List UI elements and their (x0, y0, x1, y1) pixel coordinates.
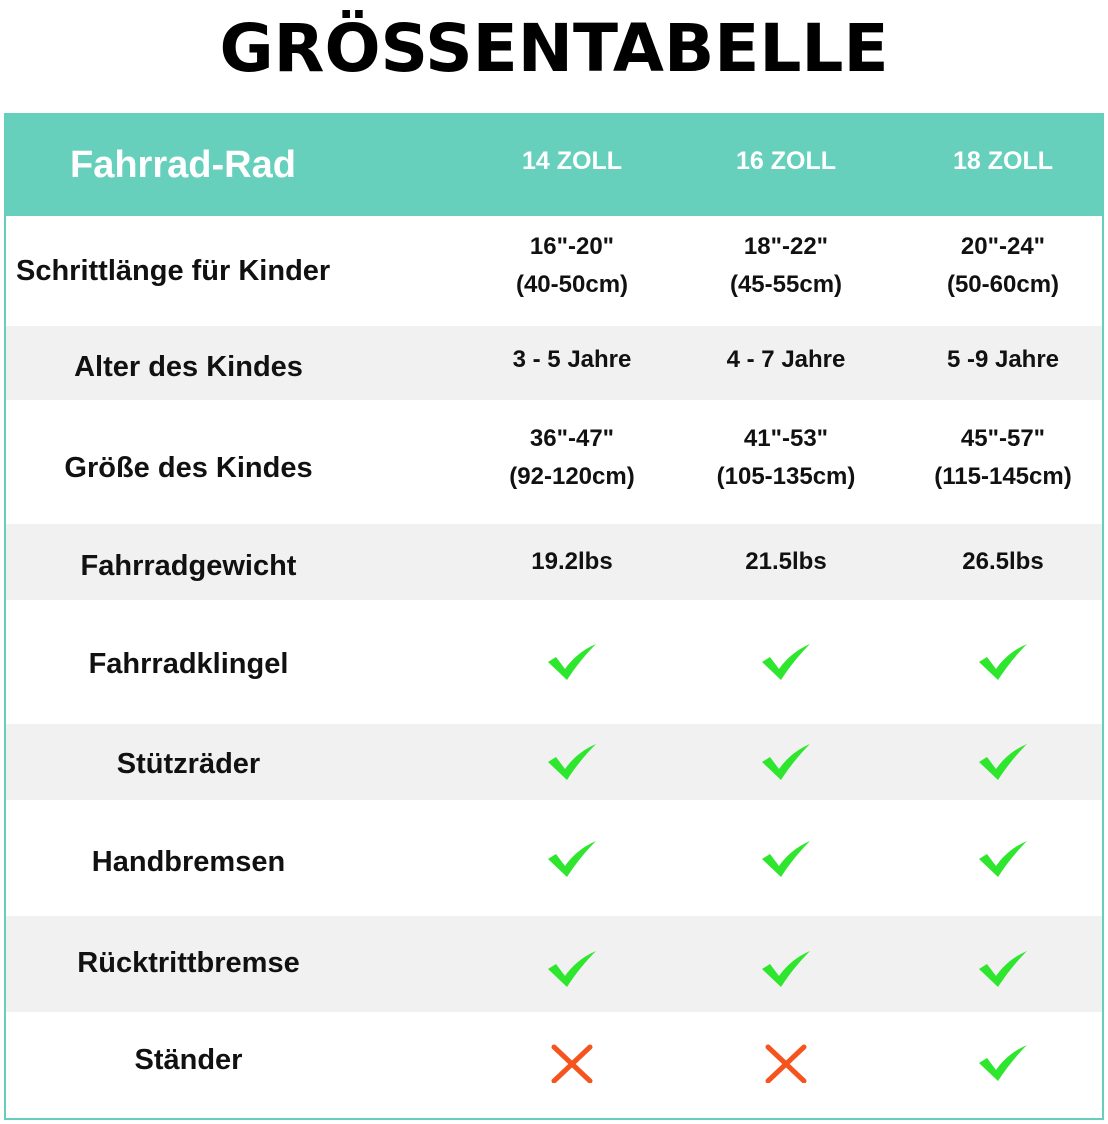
cell-value: 20"-24" (960, 233, 1046, 260)
size-table: Fahrrad-Rad 14 ZOLL 16 ZOLL 18 ZOLL Schr… (4, 113, 1104, 1120)
check-icon (979, 841, 1027, 877)
row-label: Ständer (134, 1043, 243, 1076)
check-icon (548, 951, 596, 987)
cell-value: 45"-57" (960, 425, 1046, 452)
page-title: GRÖSSENTABELLE (219, 10, 889, 87)
header-size-18: 18 ZOLL (952, 147, 1053, 175)
check-icon (762, 951, 810, 987)
cell-value: 16"-20" (529, 233, 615, 260)
cell-value: (105-135cm) (716, 463, 856, 490)
cell-value: (45-55cm) (729, 271, 843, 298)
check-icon (762, 644, 810, 680)
row-label: Stützräder (116, 747, 261, 780)
table-row: Ständer (6, 1012, 1102, 1118)
row-label: Alter des Kindes (74, 350, 303, 383)
cell-value: 18"-22" (743, 233, 829, 260)
row-label: Handbremsen (91, 845, 286, 878)
header-size-14: 14 ZOLL (521, 147, 622, 175)
table-row: Stützräder (6, 724, 1102, 800)
row-label: Rücktrittbremse (77, 946, 300, 979)
cell-value: 26.5lbs (962, 548, 1044, 575)
table-row: Handbremsen (6, 800, 1102, 916)
check-icon (548, 644, 596, 680)
table-row: Fahrradgewicht 19.2lbs 21.5lbs 26.5lbs (6, 524, 1102, 600)
check-icon (762, 744, 810, 780)
cell-value: 41"-53" (743, 425, 829, 452)
check-icon (548, 744, 596, 780)
check-icon (548, 841, 596, 877)
cell-value: 3 - 5 Jahre (512, 346, 632, 373)
cell-value: 21.5lbs (745, 548, 827, 575)
cell-value: 4 - 7 Jahre (726, 346, 846, 373)
cell-value: 5 -9 Jahre (946, 346, 1060, 373)
check-icon (979, 744, 1027, 780)
table-header: Fahrrad-Rad 14 ZOLL 16 ZOLL 18 ZOLL (6, 115, 1102, 216)
cell-value: 19.2lbs (531, 548, 613, 575)
cross-icon (765, 1044, 807, 1083)
row-label: Fahrradklingel (88, 647, 289, 680)
cell-value: 36"-47" (529, 425, 615, 452)
table-row: Alter des Kindes 3 - 5 Jahre 4 - 7 Jahre… (6, 326, 1102, 400)
cross-icon (551, 1044, 593, 1083)
row-label: Größe des Kindes (64, 451, 313, 484)
table-row: Schrittlänge für Kinder 16"-20" (40-50cm… (6, 216, 1102, 326)
table-row: Fahrradklingel (6, 600, 1102, 724)
table-row: Größe des Kindes 36"-47" (92-120cm) 41"-… (6, 400, 1102, 524)
check-icon (762, 841, 810, 877)
check-icon (979, 1045, 1027, 1081)
cell-value: (40-50cm) (515, 271, 629, 298)
row-label: Fahrradgewicht (80, 549, 297, 582)
cell-value: (115-145cm) (934, 463, 1072, 490)
check-icon (979, 951, 1027, 987)
header-size-16: 16 ZOLL (735, 147, 836, 175)
header-label: Fahrrad-Rad (70, 144, 296, 186)
row-label: Schrittlänge für Kinder (16, 254, 331, 287)
cell-value: (92-120cm) (509, 463, 635, 490)
table-row: Rücktrittbremse (6, 916, 1102, 1012)
check-icon (979, 644, 1027, 680)
cell-value: (50-60cm) (946, 271, 1060, 298)
